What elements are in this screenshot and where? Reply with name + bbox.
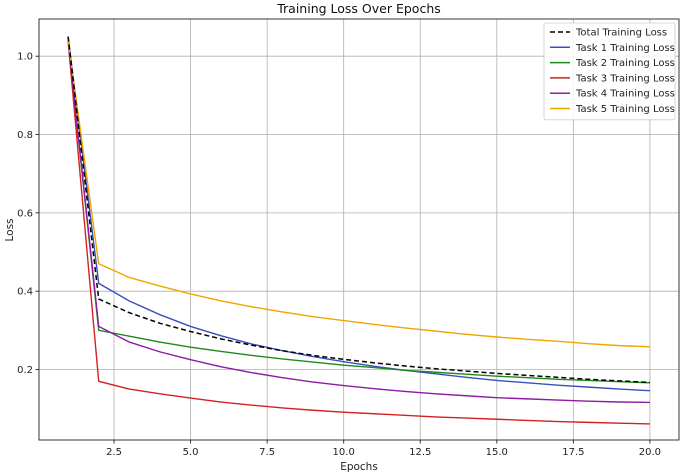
y-tick-label: 0.6 (17, 208, 33, 219)
x-axis-ticks: 2.5 5.0 7.5 10.0 12.5 15.0 17.5 20.0 (106, 440, 661, 458)
y-tick-label: 0.8 (17, 130, 33, 141)
legend-label: Task 4 Training Loss (575, 89, 675, 100)
chart-title: Training Loss Over Epochs (276, 1, 441, 16)
x-tick-label: 17.5 (562, 447, 584, 458)
series-line-task-2 (67, 40, 650, 384)
x-tick-label: 15.0 (486, 447, 508, 458)
x-tick-label: 5.0 (183, 447, 199, 458)
legend-label: Task 2 Training Loss (575, 58, 675, 69)
x-axis-label: Epochs (340, 461, 378, 473)
series-line-task-4 (67, 40, 650, 404)
series-line-total (67, 36, 650, 384)
x-tick-label: 20.0 (639, 447, 661, 458)
legend-label: Task 3 Training Loss (575, 73, 675, 84)
y-tick-label: 1.0 (17, 52, 33, 63)
y-axis-ticks: 0.2 0.4 0.6 0.8 1.0 (17, 52, 39, 376)
y-tick-label: 0.4 (17, 287, 33, 298)
x-tick-label: 10.0 (333, 447, 355, 458)
y-tick-label: 0.2 (17, 365, 33, 376)
series-line-task-3 (67, 40, 650, 425)
x-tick-label: 2.5 (106, 447, 122, 458)
legend-box (543, 22, 676, 121)
x-tick-label: 7.5 (259, 447, 275, 458)
legend-label: Total Training Loss (575, 28, 667, 39)
x-tick-label: 12.5 (409, 447, 431, 458)
series-lines (67, 36, 650, 425)
y-axis-label: Loss (4, 218, 16, 241)
legend-label: Task 1 Training Loss (575, 43, 675, 54)
series-line-task-1 (67, 36, 650, 392)
series-line-task-5 (67, 40, 650, 348)
legend: Total Training Loss Task 1 Training Loss T… (543, 22, 676, 121)
legend-label: Task 5 Training Loss (575, 104, 675, 115)
plot-area-frame (38, 18, 680, 441)
